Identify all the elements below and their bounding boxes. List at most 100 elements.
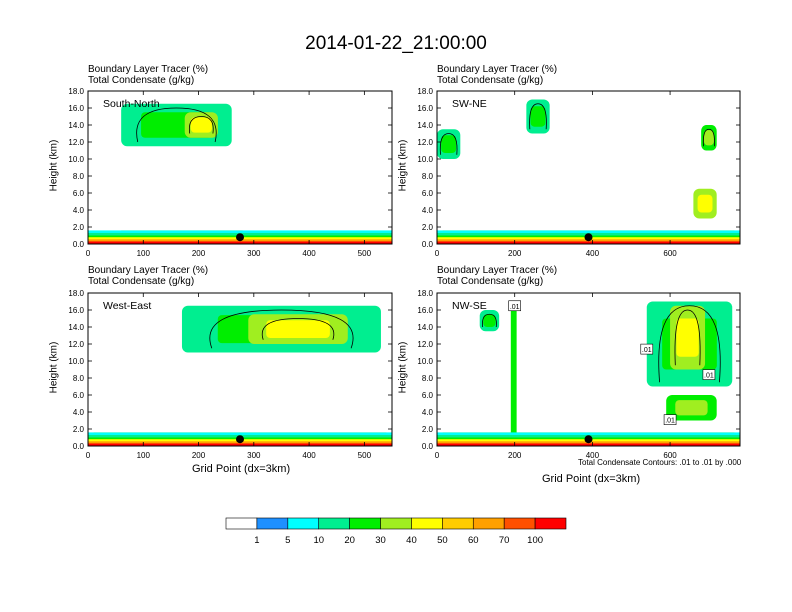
colorbar-swatch [225,517,258,530]
y-tick-label: 6.0 [422,189,434,198]
y-tick-label: 14.0 [68,121,84,130]
colorbar-label: 100 [527,535,543,546]
colorbar-swatch [472,517,505,530]
tracer-core [697,194,713,213]
panel-1-labels: Boundary Layer Tracer (%) Total Condensa… [88,64,208,86]
panel-name: West-East [103,300,151,312]
x-tick-label: 100 [137,249,151,258]
plot-frame [436,90,741,245]
x-axis-label: Grid Point (dx=3km) [542,473,641,485]
condensate-contour [702,128,715,147]
y-tick-label: 18.0 [417,289,433,298]
y-tick-label: 12.0 [68,340,84,349]
x-tick-label: 400 [302,451,316,460]
plot-frame [436,292,741,447]
colorbar-label: 50 [437,535,448,546]
panel-2-labels: Boundary Layer Tracer (%) Total Condensa… [437,64,557,86]
y-tick-label: 4.0 [73,408,85,417]
x-tick-label: 300 [247,451,261,460]
contour-label: .01 [704,373,714,380]
y-tick-label: 4.0 [422,206,434,215]
y-tick-label: 10.0 [417,155,433,164]
y-tick-label: 6.0 [73,189,85,198]
x-tick-label: 0 [86,451,91,460]
y-tick-label: 6.0 [73,391,85,400]
tracer-core [676,318,699,357]
plot-frame [87,90,393,245]
y-tick-label: 12.0 [68,138,84,147]
colorbar-swatch [534,517,567,530]
x-tick-label: 200 [192,451,206,460]
location-marker [236,233,244,242]
contour-label-box [702,369,716,380]
colorbar-label: 1 [254,535,259,546]
panel-south-north: South-North 0.0 2.0 4.0 6.0 8.0 10.0 12.0 14.0 16… [68,87,393,258]
y-tick-label: 16.0 [417,306,433,315]
y-tick-label: 4.0 [73,206,85,215]
field-label: Boundary Layer Tracer (%) [88,64,209,75]
panel-3-labels: Boundary Layer Tracer (%) Total Condensa… [88,265,208,287]
x-tick-label: 600 [663,249,677,258]
condensate-contour [261,318,335,340]
x-tick-label: 200 [192,249,206,258]
condensate-contour [482,313,497,328]
condensate-contour [209,309,354,349]
y-tick-label: 16.0 [68,306,84,315]
y-tick-label: 10.0 [417,357,433,366]
x-tick-label: 500 [358,451,372,460]
y-tick-label: 0.0 [73,442,85,451]
colorbar-label: 10 [313,535,324,546]
tracer-core [441,135,457,154]
colorbar: 1 5 10 20 30 40 50 60 70 100 [225,517,567,546]
x-tick-label: 0 [435,451,440,460]
colorbar-label: 70 [499,535,510,546]
colorbar-swatch [318,517,350,530]
location-marker [236,435,244,444]
panel-4-labels: Boundary Layer Tracer (%) Total Condensa… [437,265,557,287]
contour-label: Total Condensate (g/kg) [437,276,544,287]
tracer-region [510,305,517,446]
y-tick-label: 2.0 [422,425,434,434]
boundary-layer-band [437,241,740,244]
condensate-contour [188,116,214,134]
y-tick-label: 2.0 [422,223,434,232]
condensate-contour [658,305,721,383]
panel-west-east: West-East 0.0 2.0 4.0 6.0 8.0 10.0 12.0 14.0 16.0… [68,289,393,460]
y-tick-label: 10.0 [68,155,84,164]
field-label: Boundary Layer Tracer (%) [88,265,209,276]
x-axis-label: Grid Point (dx=3km) [192,463,291,475]
contour-label: .01 [510,304,520,311]
x-tick-label: 300 [247,249,261,258]
colorbar-swatch [411,517,443,530]
y-tick-label: 14.0 [68,323,84,332]
field-label: Boundary Layer Tracer (%) [437,265,558,276]
colorbar-label: 60 [468,535,479,546]
boundary-layer-band [437,443,740,446]
y-tick-label: 6.0 [422,391,434,400]
colorbar-swatch [349,517,381,530]
location-marker [584,233,593,242]
x-tick-label: 100 [137,451,151,460]
condensate-contour [136,107,217,143]
x-tick-label: 400 [586,451,600,460]
x-tick-label: 400 [586,249,600,258]
y-tick-label: 2.0 [73,223,85,232]
colorbar-label: 20 [344,535,355,546]
y-tick-label: 18.0 [417,87,433,96]
plot-background [437,91,740,244]
contour-label-box [508,300,521,312]
y-tick-label: 0.0 [73,240,85,249]
y-tick-label: 4.0 [422,408,434,417]
panel-sw-ne: SW-NE 0.0 2.0 4.0 6.0 8.0 10.0 12.0 14.0 16.0 18.0… [417,87,741,258]
y-tick-label: 8.0 [422,172,434,181]
x-tick-label: 0 [435,249,440,258]
colorbar-swatch [380,517,412,530]
boundary-layer-band [88,241,392,244]
y-tick-label: 0.0 [422,240,434,249]
y-tick-label: 12.0 [417,138,433,147]
colorbar-label: 5 [285,535,290,546]
tracer-core [190,117,212,133]
y-tick-label: 8.0 [422,374,434,383]
